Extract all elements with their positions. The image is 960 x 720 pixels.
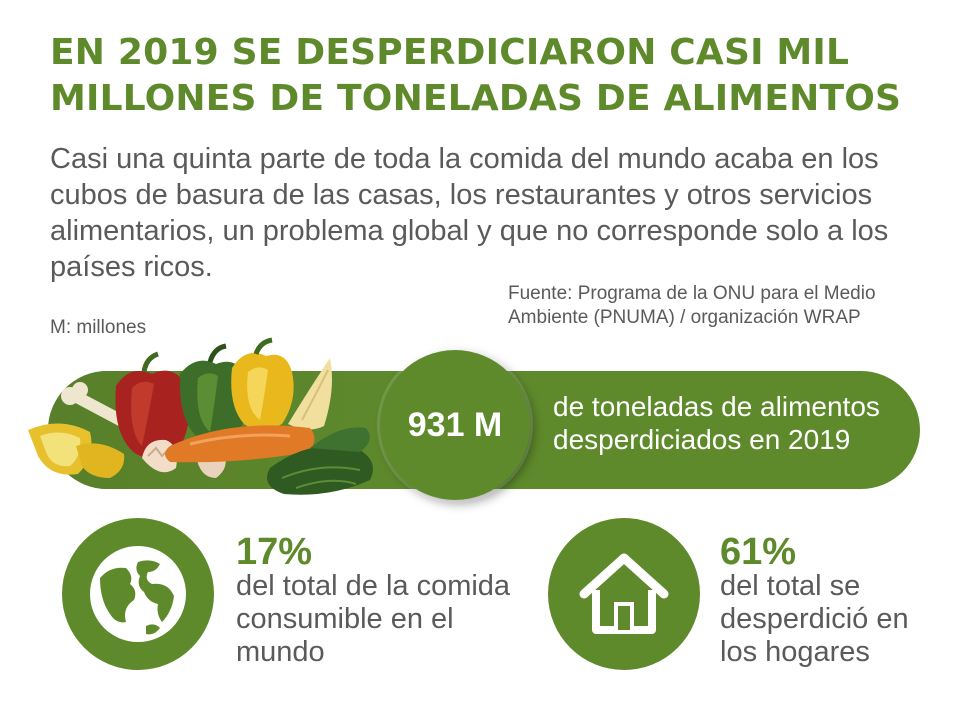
unit-note: M: millones	[50, 317, 147, 338]
banner-description: de toneladas de alimentos desperdiciados…	[553, 390, 913, 456]
subtitle-line-4: países ricos.	[50, 251, 213, 283]
source-line-2: Ambiente (PNUMA) / organización WRAP	[508, 307, 861, 328]
world-share-description: del total de la comida consumible en el …	[236, 570, 546, 669]
world-share-line-1: del total de la comida	[236, 570, 511, 602]
household-share-line-3: los hogares	[720, 636, 870, 668]
source-credit: Fuente: Programa de la ONU para el Medio…	[508, 282, 938, 330]
subtitle-line-1: Casi una quinta parte de toda la comida …	[50, 143, 879, 175]
red-pepper-shape	[115, 351, 190, 459]
household-share-line-2: desperdició en	[720, 603, 909, 635]
onion-wedge-shape	[288, 358, 332, 430]
subtitle-line-3: alimentarios, un problema global y que n…	[50, 215, 889, 247]
world-share-value: 17%	[236, 531, 313, 573]
house-icon	[579, 553, 669, 634]
household-share-line-1: del total se	[720, 570, 861, 602]
banner-line-2: desperdiciados en 2019	[553, 424, 851, 455]
total-value: 931 M	[407, 405, 503, 444]
carrot-shape	[165, 425, 315, 463]
total-value-circle: 931 M	[380, 350, 530, 500]
leafy-greens-shape	[267, 427, 373, 495]
lemon-peel-shape	[28, 423, 125, 478]
household-share-description: del total se desperdició en los hogares	[720, 570, 940, 669]
green-pepper-shape	[179, 343, 248, 442]
headline-line-2: MILLONES DE TONELADAS DE ALIMENTOS	[50, 78, 902, 119]
headline-line-1: EN 2019 SE DESPERDICIARON CASI MIL	[50, 32, 850, 73]
world-share-line-3: mundo	[236, 636, 325, 668]
banner-line-1: de toneladas de alimentos	[553, 391, 880, 422]
globe-icon-circle	[62, 518, 214, 670]
source-line-1: Fuente: Programa de la ONU para el Medio	[508, 283, 876, 304]
globe-icon	[90, 546, 186, 642]
subtitle: Casi una quinta parte de toda la comida …	[50, 141, 920, 285]
world-share-line-2: consumible en el	[236, 603, 454, 635]
household-share-value: 61%	[720, 531, 797, 573]
house-icon-circle	[548, 518, 700, 670]
headline: EN 2019 SE DESPERDICIARON CASI MIL MILLO…	[50, 30, 930, 122]
food-waste-illustration	[28, 337, 373, 495]
subtitle-line-2: cubos de basura de las casas, los restau…	[50, 179, 873, 211]
yellow-pepper-shape	[231, 337, 294, 430]
